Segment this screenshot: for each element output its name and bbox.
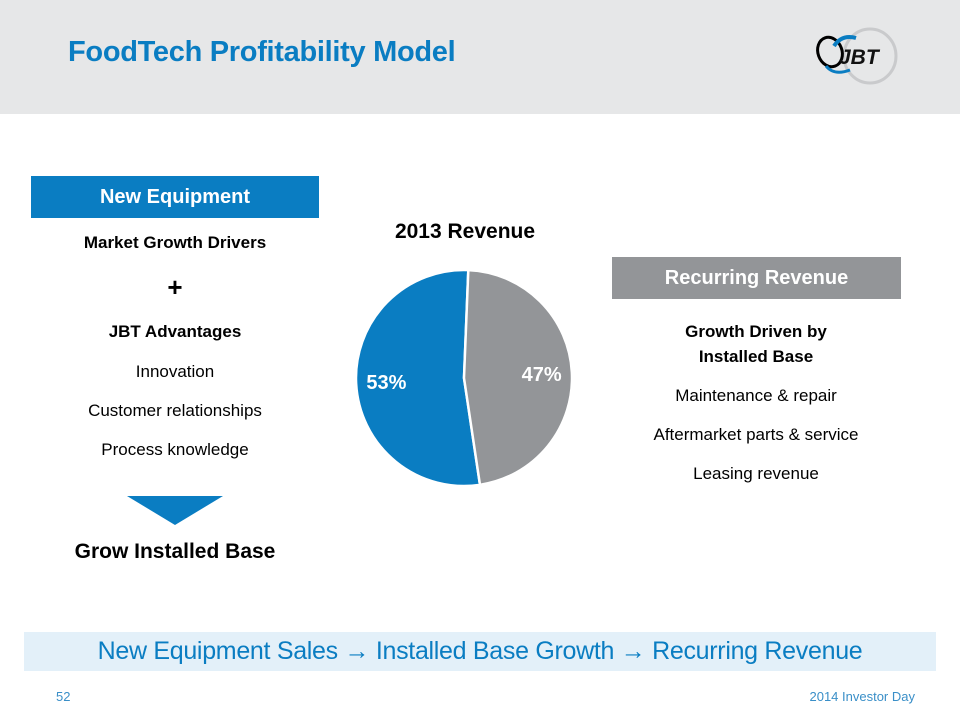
market-growth-drivers: Market Growth Drivers: [83, 233, 267, 252]
page-number: 52: [56, 689, 71, 704]
advantage-item: Customer relationships: [88, 401, 262, 420]
chart-title: 2013 Revenue: [394, 220, 536, 243]
advantage-item: Process knowledge: [101, 440, 249, 459]
jbt-logo-icon: JBT: [816, 27, 898, 85]
new-equipment-label: New Equipment: [99, 185, 250, 208]
revenue-pie-chart: 53% 47%: [354, 268, 574, 488]
event-label: 2014 Investor Day: [809, 689, 915, 704]
recurring-item: Leasing revenue: [693, 464, 819, 483]
pie-slice-recurring-revenue: [462, 268, 574, 487]
plus-sign: +: [167, 272, 183, 302]
pie-label: 53%: [366, 372, 406, 394]
growth-driven-line2: Installed Base: [698, 347, 814, 366]
header-bar: FoodTech Profitability Model JBT: [0, 0, 960, 114]
flow-banner-text: New Equipment Sales → Installed Base Gro…: [97, 637, 863, 665]
flow-banner: New Equipment Sales → Installed Base Gro…: [24, 632, 936, 671]
jbt-advantages-heading: JBT Advantages: [108, 322, 242, 341]
grow-installed-base: Grow Installed Base: [74, 540, 276, 563]
growth-driven-line1: Growth Driven by: [685, 322, 827, 341]
advantage-item: Innovation: [135, 362, 215, 381]
page-title: FoodTech Profitability Model: [68, 36, 456, 68]
pie-label: 47%: [522, 364, 562, 386]
recurring-revenue-label: Recurring Revenue: [664, 266, 849, 289]
logo-text: JBT: [839, 46, 881, 69]
pie-slice-new-equipment: [354, 268, 482, 488]
new-equipment-header: New Equipment: [31, 176, 319, 218]
recurring-item: Maintenance & repair: [675, 386, 837, 405]
recurring-item: Aftermarket parts & service: [653, 425, 859, 444]
recurring-revenue-header: Recurring Revenue: [612, 257, 901, 299]
down-arrow-icon: [127, 496, 223, 525]
